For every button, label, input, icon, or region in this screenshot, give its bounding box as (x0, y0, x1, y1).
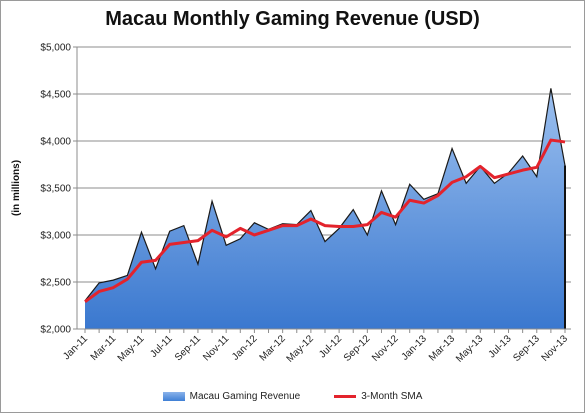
legend-item-revenue: Macau Gaming Revenue (162, 390, 301, 402)
legend-swatch-revenue (162, 391, 185, 401)
x-tick-label: Sep-12 (342, 333, 373, 364)
x-tick-label: Mar-13 (427, 333, 457, 363)
x-tick-label: Jul-12 (317, 333, 344, 360)
x-tick-label: Nov-12 (370, 333, 401, 364)
x-tick-label: Jan-11 (61, 333, 90, 362)
y-tick-label: $3,000 (40, 231, 71, 242)
chart-title: Macau Monthly Gaming Revenue (USD) (105, 8, 480, 30)
x-tick-label: Jul-13 (487, 333, 514, 360)
legend-label-sma: 3-Month SMA (361, 390, 423, 402)
x-tick-label: Mar-11 (89, 333, 119, 363)
x-tick-label: Sep-13 (511, 333, 542, 364)
y-tick-label: $2,000 (40, 325, 71, 336)
x-tick-label: May-11 (116, 333, 147, 364)
x-tick-label: Nov-13 (540, 333, 571, 364)
legend: Macau Gaming Revenue 3-Month SMA (0, 385, 585, 407)
x-tick-label: Mar-12 (258, 333, 288, 363)
y-tick-label: $4,000 (40, 137, 71, 148)
legend-item-sma: 3-Month SMA (334, 391, 422, 402)
x-tick-label: Nov-11 (201, 333, 231, 363)
x-tick-label: Jul-11 (148, 333, 175, 360)
x-tick-label: May-12 (285, 333, 317, 365)
x-tick-label: Sep-11 (173, 333, 203, 363)
x-tick-label: Jan-12 (230, 333, 260, 363)
legend-label-revenue: Macau Gaming Revenue (189, 390, 301, 402)
series-area-revenue (85, 88, 565, 329)
legend-swatch-sma (334, 394, 357, 398)
series-line-sma (84, 138, 566, 303)
y-axis-label: (in millions) (11, 160, 22, 216)
y-tick-label: $5,000 (40, 43, 71, 54)
y-tick-label: $4,500 (40, 90, 71, 101)
y-tick-label: $2,500 (40, 278, 71, 289)
x-tick-label: May-13 (454, 333, 486, 365)
y-tick-label: $3,500 (40, 184, 71, 195)
x-tick-label: Jan-13 (400, 333, 430, 363)
